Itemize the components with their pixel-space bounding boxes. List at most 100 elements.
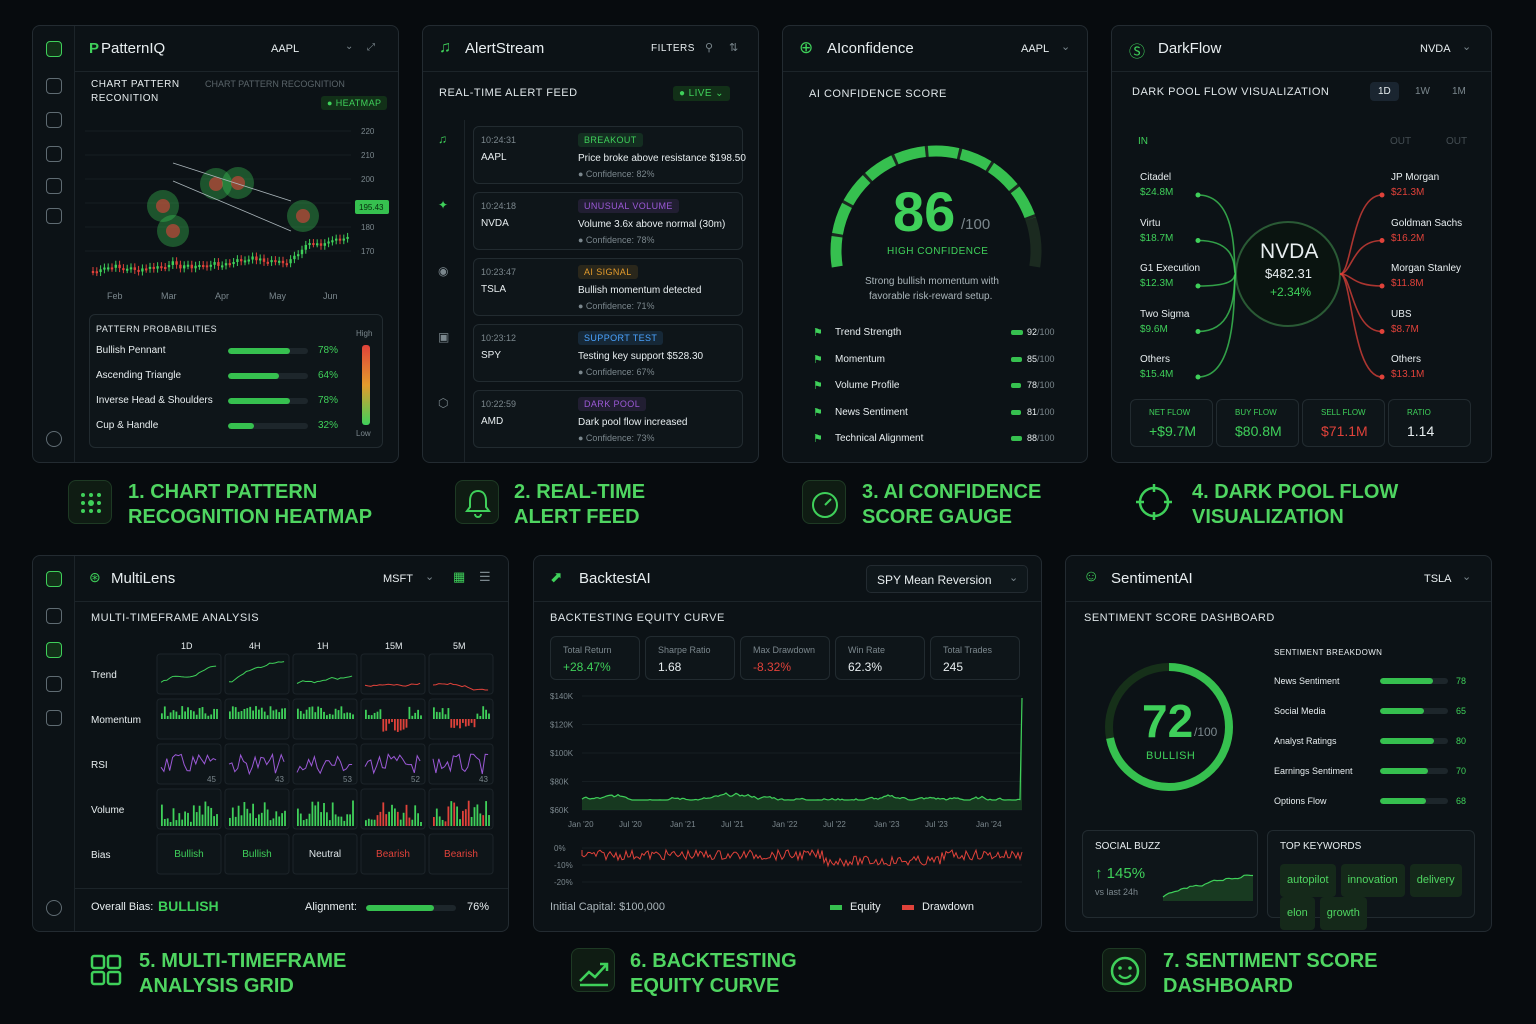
prob-value: 32% <box>318 420 339 431</box>
bias-value: Bullish <box>174 849 203 860</box>
analysis-icon[interactable] <box>46 642 62 658</box>
dashboard-icon[interactable] <box>46 78 62 94</box>
grid-title: MULTI-TIMEFRAME ANALYSIS <box>91 612 260 624</box>
grid-cell <box>224 653 290 695</box>
momentum-bar <box>420 715 422 719</box>
candle <box>167 264 171 268</box>
candle <box>179 264 182 269</box>
chevron-down-icon[interactable]: ⌄ <box>1462 571 1472 583</box>
rsi-sparkline <box>228 752 285 776</box>
confidence-level: HIGH CONFIDENCE <box>887 246 989 257</box>
rsi-sparkline <box>364 752 421 775</box>
grid-icon[interactable] <box>46 178 62 194</box>
alert-item[interactable]: 10:22:59 AMD DARK POOL Dark pool flow in… <box>473 390 743 448</box>
live-toggle[interactable]: ● LIVE ⌄ <box>673 86 730 101</box>
chart-icon[interactable] <box>46 112 62 128</box>
grid-cell <box>428 653 494 695</box>
volume-bar <box>365 820 367 826</box>
momentum-bar <box>470 719 473 723</box>
alert-side-icon[interactable]: ▣ <box>438 330 450 344</box>
keyword-chip[interactable]: innovation <box>1340 864 1405 897</box>
keyword-chip[interactable]: delivery <box>1409 864 1462 897</box>
alert-time: 10:23:47 <box>481 267 517 277</box>
buzz-area <box>1163 875 1253 901</box>
buzz-value: ↑ 145% <box>1095 865 1146 882</box>
home-icon[interactable] <box>46 571 62 587</box>
y-tick-label: 220 <box>361 127 375 136</box>
momentum-bar <box>433 707 435 719</box>
keyword-chip[interactable]: autopilot <box>1280 864 1336 897</box>
volume-bar <box>450 801 453 826</box>
strategy-select[interactable]: SPY Mean Reversion ⌄ <box>866 565 1028 593</box>
chevron-down-icon[interactable]: ⌄ <box>1462 41 1472 53</box>
flow-diagram <box>1195 192 1385 380</box>
momentum-bar <box>414 712 417 719</box>
expand-icon[interactable]: ⤢ <box>367 42 375 53</box>
momentum-bar <box>323 711 325 719</box>
filter-icon[interactable]: ⚲ <box>705 42 714 54</box>
momentum-bar <box>263 711 266 719</box>
volume-bar <box>394 808 396 826</box>
list-view-icon[interactable]: ☰ <box>479 569 491 584</box>
volume-bar <box>464 809 467 826</box>
timeframe-tab[interactable]: 1D <box>1370 82 1399 101</box>
sentiment-max: /100 <box>1194 725 1218 739</box>
confidence-panel: ⊕ AIconfidence AAPL ⌄ AI CONFIDENCE SCOR… <box>782 25 1088 463</box>
heatmap-badge[interactable]: ● HEATMAP <box>321 96 388 110</box>
candle <box>110 267 114 270</box>
scale-low: Low <box>356 429 371 438</box>
alert-item[interactable]: 10:24:18 NVDA UNUSUAL VOLUME Volume 3.6x… <box>473 192 743 250</box>
grid-icon[interactable] <box>46 710 62 726</box>
volume-bar <box>308 813 311 826</box>
momentum-bar <box>343 713 346 719</box>
x-tick-label: May <box>269 291 287 301</box>
momentum-bar <box>459 719 461 729</box>
ticker-select[interactable]: AAPL <box>1021 43 1050 55</box>
candle <box>224 263 228 266</box>
layers-icon[interactable] <box>46 676 62 692</box>
flow-stat: RATIO 1.14 <box>1388 399 1471 447</box>
dashboard-icon[interactable] <box>46 608 62 624</box>
home-icon[interactable] <box>46 41 62 57</box>
ticker-select[interactable]: NVDA <box>1420 43 1451 55</box>
candle <box>259 258 262 261</box>
volume-bar <box>331 802 334 826</box>
momentum-bar <box>169 712 172 719</box>
grid-view-icon[interactable]: ▦ <box>453 569 466 584</box>
keyword-chip[interactable]: growth <box>1319 897 1367 930</box>
outflow-line <box>1339 273 1383 378</box>
filters-button[interactable]: FILTERS <box>651 43 695 54</box>
alert-item[interactable]: 10:23:47 TSLA AI SIGNAL Bullish momentum… <box>473 258 743 316</box>
candle <box>262 258 266 262</box>
ticker-select[interactable]: TSLA <box>1424 573 1452 585</box>
timeframe-tab[interactable]: 1M <box>1452 86 1466 97</box>
alert-side-icon[interactable]: ◉ <box>438 264 449 278</box>
buzz-line <box>1162 874 1254 898</box>
bell-icon: ♫ <box>439 39 451 56</box>
alert-side-icon[interactable]: ♫ <box>438 132 447 146</box>
settings-icon[interactable] <box>46 431 62 447</box>
momentum-bar <box>243 708 246 719</box>
backtest-panel: ⬈ BacktestAI SPY Mean Reversion ⌄ BACKTE… <box>533 555 1042 932</box>
volume-bar <box>255 818 257 826</box>
settings-icon[interactable] <box>46 900 62 916</box>
timeframe-tab[interactable]: 1W <box>1415 86 1430 97</box>
alert-side-icon[interactable]: ⬡ <box>438 396 449 410</box>
chevron-down-icon[interactable]: ⌄ <box>345 41 354 52</box>
breakdown-name: Earnings Sentiment <box>1274 766 1353 776</box>
alert-item[interactable]: 10:23:12 SPY SUPPORT TEST Testing key su… <box>473 324 743 382</box>
volume-bar <box>172 808 175 826</box>
alert-side-icon[interactable]: ✦ <box>438 198 449 212</box>
chevron-down-icon[interactable]: ⌄ <box>425 571 435 583</box>
chevron-down-icon[interactable]: ⌄ <box>1061 41 1071 53</box>
bell-icon[interactable] <box>46 208 62 224</box>
keyword-chip[interactable]: elon <box>1280 897 1315 930</box>
layers-icon[interactable] <box>46 146 62 162</box>
alert-item[interactable]: 10:24:31 AAPL BREAKOUT Price broke above… <box>473 126 746 184</box>
grid-cell <box>224 833 290 875</box>
inflow-name: Citadel <box>1140 172 1172 183</box>
breakdown-value: 65 <box>1456 706 1467 716</box>
ticker-select[interactable]: AAPL <box>271 43 300 55</box>
sort-icon[interactable]: ⇅ <box>729 42 739 54</box>
ticker-select[interactable]: MSFT <box>383 573 413 585</box>
